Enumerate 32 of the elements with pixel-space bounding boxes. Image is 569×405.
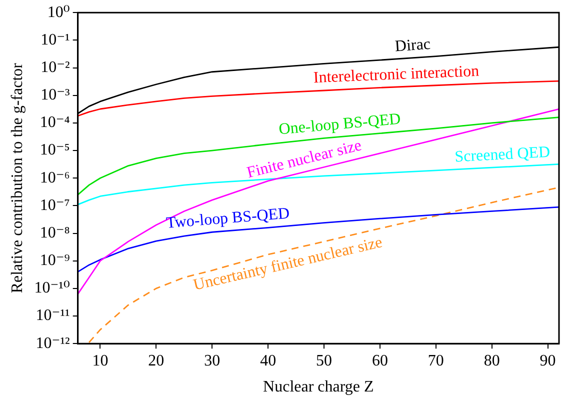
y-tick-label: 10⁻² — [40, 58, 70, 76]
y-tick-label: 10⁻⁴ — [40, 114, 70, 132]
y-tick-label: 10⁻⁹ — [40, 252, 70, 270]
series-label: Two-loop BS-QED — [166, 205, 290, 232]
x-axis-title: Nuclear charge Z — [263, 378, 374, 396]
y-tick-label: 10⁻¹ — [40, 31, 70, 48]
x-tick-label: 20 — [148, 352, 164, 370]
text: Finite nuclear size — [245, 137, 364, 182]
x-tick-label: 30 — [204, 352, 220, 370]
x-tick-label: 10 — [92, 352, 108, 370]
x-tick-label: 80 — [484, 352, 500, 370]
y-tick-label: 10⁻⁵ — [40, 142, 70, 159]
line-series — [88, 186, 559, 344]
y-tick-label: 10⁻¹² — [36, 334, 70, 352]
x-tick-label: 70 — [428, 352, 444, 370]
series-label: One-loop BS-QED — [278, 110, 402, 138]
series-label: Interelectronic interaction — [313, 62, 480, 87]
x-tick-label: 60 — [372, 352, 388, 370]
y-tick-label: 10⁻³ — [40, 86, 70, 104]
y-tick-label: 10⁻⁷ — [40, 196, 70, 214]
x-tick-label: 40 — [260, 352, 276, 370]
x-tick-label: 90 — [540, 352, 556, 370]
y-tick-label: 10⁻⁸ — [40, 224, 70, 242]
series-label: Dirac — [394, 36, 432, 56]
series-label: Screened QED — [454, 144, 551, 166]
y-tick-label: 10⁻¹¹ — [36, 307, 70, 324]
text: Uncertainty finite nuclear size — [192, 234, 384, 294]
y-tick-label: 10⁻⁶ — [40, 169, 70, 186]
y-tick-label: 10⁻¹⁰ — [34, 280, 70, 297]
y-tick-label: 10⁰ — [47, 4, 70, 21]
y-axis-title: Relative contribution to the g-factor — [8, 62, 26, 294]
x-tick-label: 50 — [316, 352, 332, 370]
